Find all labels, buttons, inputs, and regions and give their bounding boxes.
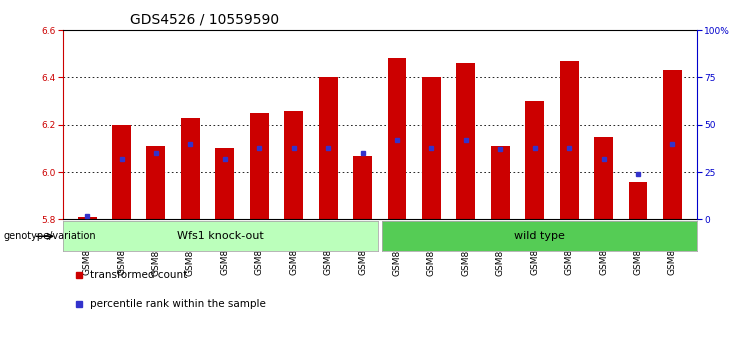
Bar — [628, 182, 648, 219]
Bar — [147, 146, 165, 219]
Bar — [422, 78, 441, 219]
Bar — [319, 78, 338, 219]
Text: Wfs1 knock-out: Wfs1 knock-out — [177, 231, 264, 241]
Bar — [353, 155, 372, 219]
Bar — [181, 118, 200, 219]
Text: genotype/variation: genotype/variation — [4, 231, 96, 241]
Bar — [525, 101, 544, 219]
Bar — [78, 217, 96, 219]
Bar — [112, 125, 131, 219]
Bar — [216, 148, 234, 219]
Text: percentile rank within the sample: percentile rank within the sample — [90, 299, 265, 309]
Bar — [456, 63, 475, 219]
Text: transformed count: transformed count — [90, 270, 187, 280]
Bar — [594, 137, 613, 219]
Text: wild type: wild type — [514, 231, 565, 241]
Bar — [388, 58, 407, 219]
Bar — [250, 113, 269, 219]
Text: GDS4526 / 10559590: GDS4526 / 10559590 — [130, 12, 279, 27]
Bar — [285, 110, 303, 219]
Bar — [559, 61, 579, 219]
Bar — [491, 146, 510, 219]
Bar — [663, 70, 682, 219]
